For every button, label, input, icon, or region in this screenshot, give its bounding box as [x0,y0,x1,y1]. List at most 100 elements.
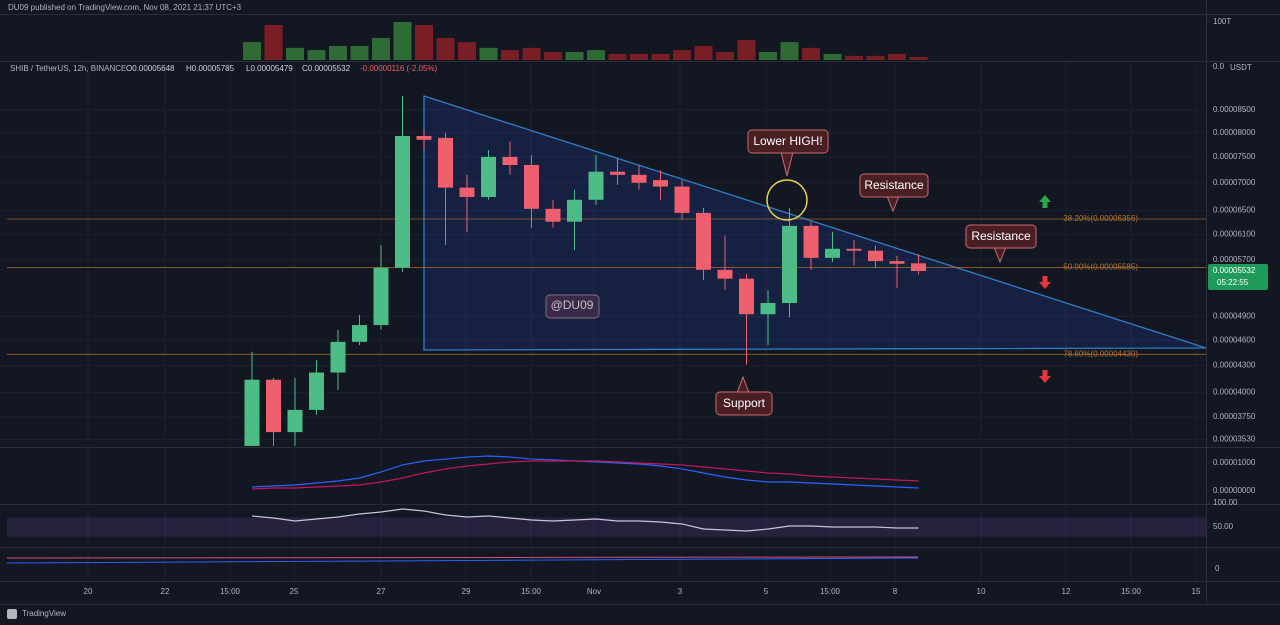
volume-bar [329,45,347,60]
x-tick-label: 27 [377,587,386,596]
candle-body [782,225,797,303]
panel-borders [0,0,1280,605]
volume-bar [350,45,369,60]
y-tick-label: 0.00005700 [1213,255,1256,264]
ohlc-value: O0.00005648 [126,64,175,73]
volume-bar [458,42,476,60]
volume-bar [372,37,390,60]
volume-bar [436,37,455,60]
y-tick-label: 0.00004300 [1213,361,1256,370]
volume-bar [694,45,713,60]
top-scale: 0.0 [1213,62,1225,71]
volume-bar [565,52,584,60]
y-tick-label: 0.00007000 [1213,178,1256,187]
x-tick-label: Nov [587,587,601,596]
last-price: 0.00005532 [1213,266,1256,275]
last-price-box [1208,264,1268,290]
lower-high-callout [747,129,829,221]
volume-bar [845,55,863,60]
volume-bar [651,53,670,60]
volume-bar [243,42,261,60]
fib-label: 38.20%(0.00006356) [1063,214,1138,223]
volume-bar [415,25,433,60]
ohlc-value: L0.00005479 [246,64,293,73]
support-label: Support [723,396,766,410]
candle-body [889,261,905,264]
publish-info: DU09 published on TradingView.com, Nov 0… [8,3,242,12]
volume-bar [888,53,906,60]
volume-bar [737,39,756,60]
candle-body [352,325,367,342]
volume-bar [522,47,541,60]
candle-body [631,174,647,183]
plots [7,21,1206,537]
candle-body [868,250,883,262]
x-tick-label: 15:00 [220,587,241,596]
resistance-label: Resistance [971,229,1031,243]
currency: USDT [1230,63,1252,72]
candle-body [803,225,819,258]
candle-body [502,156,518,165]
candle-body [567,199,582,222]
footer-logo [7,609,17,619]
y-tick-label: 0.00001000 [1213,458,1256,467]
candle-body [911,263,926,272]
x-tick-label: 3 [678,587,683,596]
volume-bar [866,55,885,60]
ohlc-value: -0.00000116 (-2.05%) [360,64,438,73]
panel4-lines [6,556,919,564]
footer-brand: TradingView [22,609,66,618]
y-tick-label: 0.00000000 [1213,486,1256,495]
x-tick-label: 10 [977,587,986,596]
direction-arrows [1039,195,1051,383]
candle-body [825,248,840,258]
watermark-label: @DU09 [551,298,594,312]
candle-body [287,409,303,433]
volume-bar [802,47,820,60]
y-tick-label: 0.00004900 [1213,312,1256,321]
y-tick-label: 0.00003750 [1213,412,1256,421]
candle-body [739,278,754,315]
symbol-info: SHIB / TetherUS, 12h, BINANCE [10,64,126,73]
y-tick-label: 100T [1213,17,1231,26]
candle-body [588,171,604,200]
x-tick-label: 15 [1192,587,1201,596]
candle-body [674,186,690,213]
resistance-label: Resistance [864,178,924,192]
candle-body [610,171,625,175]
candle-body [266,379,281,433]
volume-bar [823,53,842,60]
candle-body [481,156,496,197]
volume-bar [264,25,283,60]
candle-body [459,187,475,197]
ohlc-value: H0.00005785 [186,64,235,73]
fib-label: 50.00%(0.00005585) [1063,263,1138,272]
lower-high-label: Lower HIGH! [753,134,822,148]
candle-body [653,180,668,187]
candle-body [545,208,561,222]
candle-body [760,302,776,315]
ohlc-legend: O0.00005648 H0.00005785 L0.00005479 C0.0000… [126,64,438,73]
volume-bar [716,52,734,60]
volume-bar [608,53,627,60]
volume-bar [501,50,519,60]
y-tick-label: 50.00 [1213,522,1234,531]
y-tick-label: 0.00007500 [1213,152,1256,161]
countdown: 05:22:55 [1217,278,1249,287]
y-tick-label: 0.00006100 [1213,229,1256,238]
volume-bar [759,52,777,60]
rsi-band [7,517,1206,537]
y-tick-label: 0.00003530 [1213,435,1256,444]
volume-bar [780,42,799,60]
x-tick-label: 25 [290,587,299,596]
x-tick-label: 22 [161,587,170,596]
volume-bar [673,50,691,60]
candle-body [438,137,453,188]
candle-body [696,212,711,270]
x-tick-label: 12 [1062,587,1071,596]
x-tick-label: 15:00 [521,587,542,596]
volume-bar [479,47,498,60]
candle-body [373,267,389,326]
